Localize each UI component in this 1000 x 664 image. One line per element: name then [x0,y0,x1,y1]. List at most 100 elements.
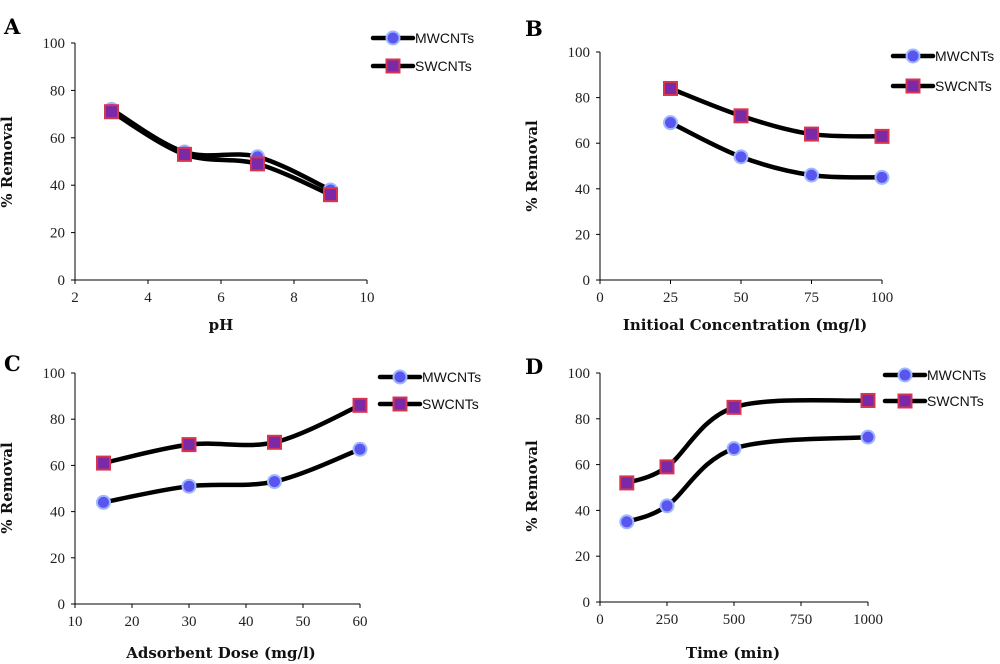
y-tick-label: 40 [50,178,65,194]
x-tick-label: 50 [296,614,311,630]
data-point-swcnts [181,437,197,453]
data-point-mwcnts [181,478,197,494]
series-line-swcnts [624,397,871,486]
data-point-mwcnts [663,115,678,131]
legend-marker-mwcnts [385,30,401,46]
legend-label-swcnts: SWCNTs [927,393,984,409]
x-tick-label: 60 [353,614,368,630]
y-tick-label: 100 [43,36,66,52]
y-axis-title: % Removal [523,440,541,532]
y-tick-label: 20 [575,227,590,243]
data-point-swcnts [323,187,338,203]
y-tick-label: 40 [575,182,590,198]
data-point-swcnts [663,80,678,96]
data-point-mwcnts [352,441,368,457]
legend-marker-mwcnts [897,367,913,383]
y-tick-label: 60 [50,131,65,147]
data-point-swcnts [96,455,111,471]
y-tick-label: 80 [50,83,65,99]
x-tick-label: 750 [790,612,813,628]
panel-letter: C [4,351,21,376]
x-tick-label: 10 [68,614,83,630]
y-tick-label: 40 [575,503,590,519]
x-tick-label: 6 [217,290,225,306]
data-point-swcnts [267,434,282,450]
y-tick-label: 100 [568,45,591,61]
chart-panel-a: A 0 20 40 60 80 100 2 4 6 8 10 pH % Removal MWCNTs SWCN… [0,14,474,334]
y-tick-label: 20 [575,549,590,565]
y-axis-title: % Removal [0,116,16,208]
data-point-swcnts [733,108,749,124]
data-point-swcnts [726,399,742,415]
x-axis-title: Initioal Concentration (mg/l) [623,316,867,334]
y-tick-label: 0 [583,595,591,611]
y-tick-label: 0 [58,273,66,289]
y-tick-label: 0 [583,273,591,289]
data-point-mwcnts [860,429,876,445]
legend-label-swcnts: SWCNTs [935,78,992,94]
series-line-swcnts [101,403,363,466]
x-tick-label: 75 [804,290,819,306]
x-tick-label: 0 [596,290,604,306]
y-tick-label: 60 [575,458,590,474]
series-line-mwcnts [101,446,363,505]
x-tick-label: 10 [360,290,375,306]
panel-letter: D [525,354,543,379]
data-point-swcnts [352,397,368,413]
legend-marker-mwcnts [905,48,921,64]
x-axis-title: pH [209,316,234,334]
legend-label-swcnts: SWCNTs [422,396,479,412]
y-tick-label: 40 [50,505,65,521]
data-point-swcnts [804,126,819,142]
legend-marker-swcnts [385,58,401,74]
legend-label-mwcnts: MWCNTs [927,367,986,383]
data-point-mwcnts [874,169,890,185]
series-line-swcnts [109,109,333,197]
data-point-mwcnts [733,149,749,165]
data-point-swcnts [104,104,119,120]
chart-panel-c: C 0 20 40 60 80 100 10 20 30 40 50 60 Adsorbent Dose … [0,351,481,662]
data-point-swcnts [250,156,265,172]
y-tick-label: 80 [575,91,590,107]
y-tick-label: 80 [50,412,65,428]
data-point-swcnts [860,392,876,408]
data-point-mwcnts [619,514,635,530]
series-line-mwcnts [624,434,871,525]
x-tick-label: 30 [182,614,197,630]
data-point-swcnts [659,459,675,475]
legend-marker-swcnts [392,396,408,412]
data-point-mwcnts [726,441,742,457]
y-tick-label: 80 [575,412,590,428]
x-tick-label: 1000 [853,612,883,628]
x-tick-label: 4 [144,290,152,306]
legend-marker-mwcnts [392,369,408,385]
data-point-mwcnts [96,494,111,510]
legend-marker-swcnts [905,78,921,94]
x-tick-label: 500 [723,612,746,628]
data-point-mwcnts [804,167,819,183]
y-axis-title: % Removal [0,442,16,534]
x-tick-label: 20 [125,614,140,630]
panel-letter: A [3,14,21,39]
x-tick-label: 25 [663,290,678,306]
series-line-swcnts [668,86,885,139]
x-axis-title: Time (min) [686,644,780,662]
series-line-mwcnts [668,120,885,180]
data-point-swcnts [619,475,635,491]
y-tick-label: 60 [575,136,590,152]
data-point-swcnts [177,146,192,162]
x-axis-title: Adsorbent Dose (mg/l) [125,644,316,662]
legend-label-mwcnts: MWCNTs [422,369,481,385]
data-point-mwcnts [267,474,282,490]
y-tick-label: 100 [568,366,591,382]
x-tick-label: 0 [596,612,604,628]
x-tick-label: 50 [734,290,749,306]
x-tick-label: 8 [290,290,298,306]
y-tick-label: 20 [50,551,65,567]
y-axis-title: % Removal [523,120,541,212]
y-tick-label: 100 [43,366,66,382]
x-tick-label: 40 [239,614,254,630]
